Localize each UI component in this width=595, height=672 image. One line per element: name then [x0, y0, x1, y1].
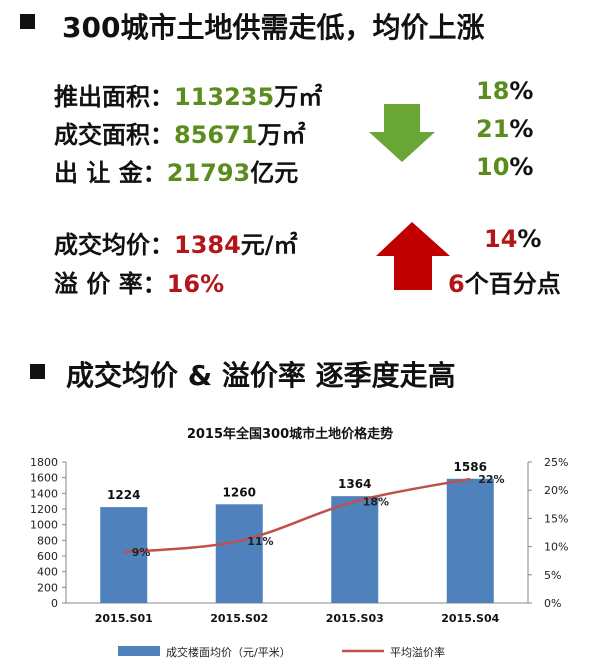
bar-data-label: 1586 — [454, 460, 487, 474]
row-label: 溢 价 率： — [54, 270, 167, 298]
change-unit: 个百分点 — [464, 270, 561, 298]
y-right-tick-label: 5% — [544, 569, 561, 582]
change-value: 10 — [476, 153, 510, 181]
change-value: 18 — [476, 77, 510, 105]
y-left-tick-label: 600 — [37, 550, 58, 563]
row-value: 113235 — [174, 83, 275, 111]
section2-heading: 成交均价 & 溢价率 逐季度走高 — [66, 359, 456, 392]
y-left-tick-label: 800 — [37, 534, 58, 547]
change-unit: % — [509, 115, 534, 143]
line-data-label: 18% — [363, 495, 389, 508]
price-row-1: 成交均价：1384元/㎡ — [54, 225, 298, 260]
supply-row-2: 成交面积：85671万㎡ — [54, 115, 306, 150]
supply-row-3: 出 让 金：21793亿元 — [54, 153, 298, 188]
row-unit: 万㎡ — [257, 121, 306, 149]
bar-data-label: 1224 — [107, 488, 140, 502]
section1-bullet — [20, 14, 35, 29]
y-right-tick-label: 15% — [544, 512, 568, 525]
row-value: 85671 — [174, 121, 258, 149]
section1-heading: 300城市土地供需走低，均价上涨 — [62, 11, 485, 44]
supply-change-3: 10% — [476, 153, 533, 181]
change-unit: % — [509, 77, 534, 105]
supply-change-1: 18% — [476, 77, 533, 105]
bar — [446, 478, 494, 603]
up-arrow-icon — [376, 222, 450, 290]
supply-change-2: 21% — [476, 115, 533, 143]
price-trend-chart: 2015年全国300城市土地价格走势 0 200 400 600 800 1000 1200… — [30, 426, 568, 659]
change-unit: % — [509, 153, 534, 181]
y-left-tick-label: 1000 — [30, 519, 58, 532]
y-left-tick-label: 1400 — [30, 487, 58, 500]
legend-bar-label: 成交楼面均价（元/平米） — [166, 645, 291, 659]
y-right-tick-label: 25% — [544, 456, 568, 469]
down-arrow-icon — [369, 104, 435, 162]
row-label: 成交面积： — [54, 121, 174, 149]
bar — [215, 504, 263, 603]
bar — [331, 496, 379, 603]
bar-data-label: 1260 — [223, 485, 256, 499]
row-value: 1384 — [174, 231, 241, 259]
y-left-tick-label: 1600 — [30, 472, 58, 485]
row-label: 成交均价： — [54, 231, 174, 259]
bar — [100, 507, 148, 603]
row-value: 21793 — [166, 159, 251, 187]
change-value: 6 — [448, 270, 465, 298]
x-tick-label: 2015.S03 — [326, 612, 384, 625]
line-data-label: 22% — [478, 473, 504, 486]
y-right-tick-label: 20% — [544, 484, 568, 497]
y-right-tick-label: 0% — [544, 597, 561, 610]
price-row-2: 溢 价 率：16% — [54, 264, 224, 299]
row-label: 推出面积： — [54, 83, 174, 111]
change-value: 21 — [476, 115, 510, 143]
x-tick-label: 2015.S04 — [441, 612, 499, 625]
line-series — [123, 477, 471, 554]
row-label: 出 让 金： — [54, 159, 167, 187]
bar-data-label: 1364 — [338, 477, 371, 491]
x-tick-label: 2015.S02 — [210, 612, 268, 625]
price-change-2: 6个百分点 — [448, 264, 561, 299]
chart-title: 2015年全国300城市土地价格走势 — [187, 426, 393, 442]
line-data-label: 11% — [247, 535, 273, 548]
line-data-label: 9% — [132, 546, 151, 559]
row-unit: 万㎡ — [274, 83, 323, 111]
y-left-tick-label: 1800 — [30, 456, 58, 469]
row-unit: 亿元 — [250, 159, 299, 187]
row-unit: 元/㎡ — [240, 231, 298, 259]
y-left-tick-label: 1200 — [30, 503, 58, 516]
section2-bullet — [30, 364, 45, 379]
y-left-tick-label: 400 — [37, 566, 58, 579]
y-left-tick-label: 0 — [51, 597, 58, 610]
row-value: 16% — [166, 270, 225, 298]
change-unit: % — [517, 225, 542, 253]
change-value: 14 — [484, 225, 518, 253]
price-change-1: 14% — [484, 225, 541, 253]
x-tick-label: 2015.S01 — [95, 612, 153, 625]
legend-bar-swatch — [118, 646, 160, 656]
legend-line-label: 平均溢价率 — [390, 645, 445, 659]
supply-row-1: 推出面积：113235万㎡ — [54, 77, 322, 112]
y-right-tick-label: 10% — [544, 541, 568, 554]
y-left-tick-label: 200 — [37, 581, 58, 594]
